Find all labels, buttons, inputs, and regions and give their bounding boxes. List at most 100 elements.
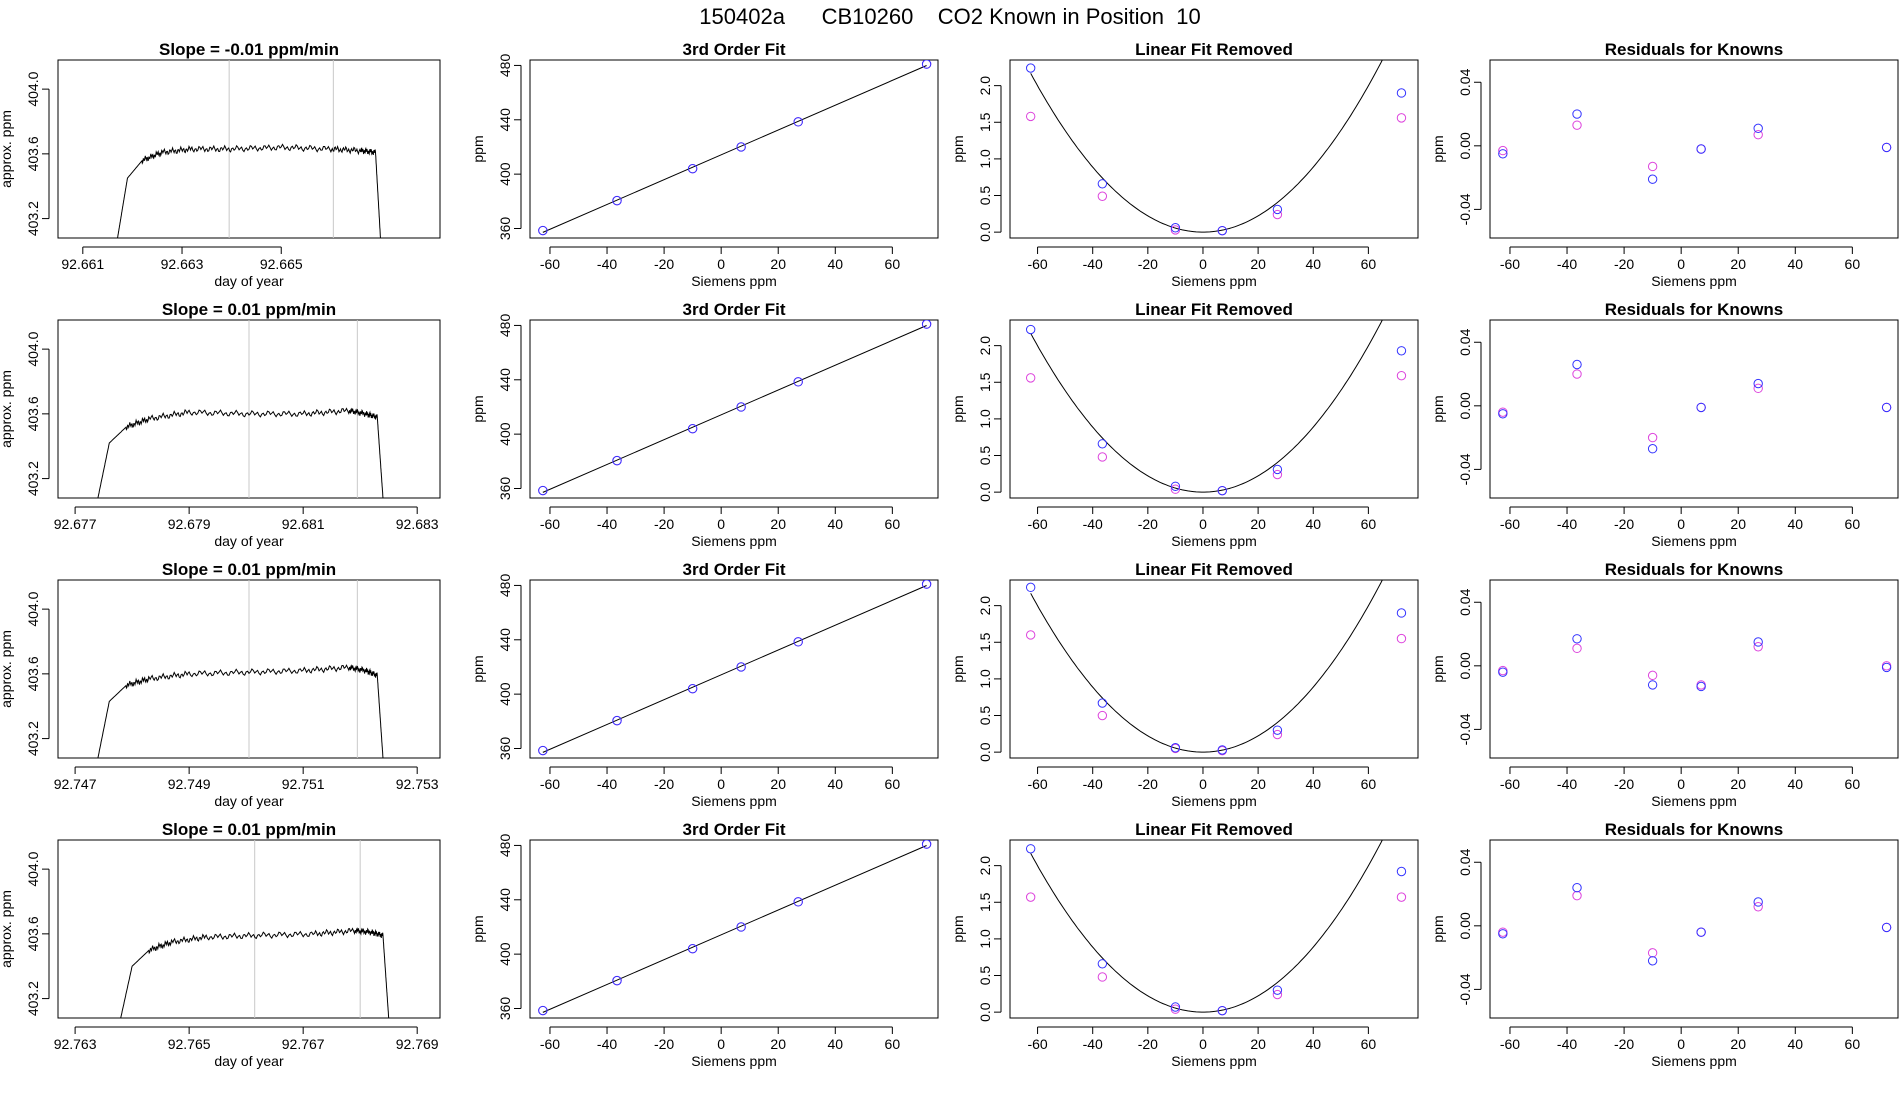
data-layer	[97, 580, 384, 758]
data-point	[1647, 956, 1658, 966]
data-point	[1097, 439, 1108, 449]
data-point	[1097, 191, 1108, 201]
x-tick-label: -20	[1138, 516, 1158, 532]
y-tick-label: 0.0	[977, 482, 993, 502]
x-tick-label: -60	[540, 1036, 560, 1052]
x-tick-label: 40	[1787, 776, 1803, 792]
data-point	[1753, 902, 1763, 912]
plot-frame	[529, 59, 939, 239]
panel-title: Residuals for Knowns	[1605, 300, 1784, 319]
x-axis-label: Siemens ppm	[691, 273, 777, 289]
x-tick-label: 60	[1845, 776, 1861, 792]
y-tick-label: 360	[497, 477, 513, 501]
y-tick-label: -0.04	[1457, 453, 1473, 485]
data-point	[1097, 698, 1108, 708]
fit-line	[542, 325, 927, 493]
y-tick-label: 403.6	[25, 916, 41, 951]
x-tick-label: 92.683	[396, 516, 439, 532]
data-point	[1272, 729, 1283, 740]
data-point	[1272, 989, 1283, 1000]
y-axis-label: ppm	[1430, 655, 1446, 682]
x-axis-label: Siemens ppm	[1651, 273, 1737, 289]
x-tick-label: 0	[717, 776, 725, 792]
data-point	[1753, 637, 1763, 647]
approx-ppm-trace	[97, 407, 384, 498]
data-point	[1396, 608, 1407, 618]
x-tick-label: 40	[827, 1036, 843, 1052]
x-axis-label: Siemens ppm	[1651, 1053, 1737, 1069]
x-axis-label: day of year	[214, 1053, 284, 1069]
y-tick-label: 360	[497, 737, 513, 761]
y-axis-label: approx. ppm	[0, 370, 14, 448]
data-point	[1217, 1005, 1227, 1016]
x-tick-label: -20	[1138, 776, 1158, 792]
x-tick-label: -20	[1614, 776, 1634, 792]
panel-title: Slope = 0.01 ppm/min	[162, 560, 336, 579]
data-point	[538, 225, 548, 236]
x-tick-label: 0	[717, 1036, 725, 1052]
y-tick-label: 403.2	[25, 981, 41, 1016]
plot-frame	[1489, 59, 1899, 239]
panel-title: Slope = -0.01 ppm/min	[159, 40, 339, 59]
data-point	[1647, 444, 1658, 454]
x-tick-label: 92.661	[61, 256, 104, 272]
fit-line	[542, 585, 927, 753]
panel-2-4: Residuals for Knowns -60 -40 -20 0 20 40 60 Siem…	[1430, 300, 1899, 549]
data-point	[1498, 667, 1508, 677]
panel-title: Linear Fit Removed	[1135, 820, 1293, 839]
panel-1-2: 3rd Order Fit -60 -40 -20 0 20 40 60 Siemens ppm…	[470, 40, 939, 289]
plot-frame	[529, 579, 939, 759]
y-tick-label: 0.04	[1457, 848, 1473, 875]
y-tick-label: 403.2	[25, 461, 41, 496]
data-point	[1025, 892, 1036, 902]
data-point	[1097, 179, 1108, 189]
x-tick-label: 20	[1250, 1036, 1266, 1052]
x-tick-label: 92.763	[54, 1036, 97, 1052]
data-layer	[1498, 359, 1892, 454]
x-tick-label: -60	[1500, 256, 1520, 272]
x-tick-label: -40	[1557, 1036, 1577, 1052]
y-tick-label: 2.0	[977, 856, 993, 876]
y-axis-label: approx. ppm	[0, 890, 14, 968]
y-tick-label: 1.0	[977, 149, 993, 169]
approx-ppm-trace	[97, 664, 384, 758]
y-tick-label: -0.04	[1457, 193, 1473, 225]
panel-2-3: Linear Fit Removed -60 -40 -20 0 20 40 60 Siemen…	[950, 300, 1419, 549]
x-tick-label: -60	[540, 776, 560, 792]
panel-4-3: Linear Fit Removed -60 -40 -20 0 20 40 60 Siemen…	[950, 820, 1419, 1069]
x-tick-label: -40	[1083, 516, 1103, 532]
data-point	[1881, 662, 1892, 673]
approx-ppm-trace	[120, 927, 390, 1018]
panel-title: Linear Fit Removed	[1135, 300, 1293, 319]
panel-4-4: Residuals for Knowns -60 -40 -20 0 20 40 60 Siem…	[1430, 820, 1899, 1069]
data-point	[1498, 145, 1508, 156]
y-axis-label: ppm	[950, 915, 966, 942]
data-point	[793, 637, 803, 647]
x-axis-label: Siemens ppm	[691, 533, 777, 549]
x-tick-label: 20	[1250, 256, 1266, 272]
panel-title: 3rd Order Fit	[683, 560, 786, 579]
data-point	[538, 485, 548, 496]
x-axis-label: Siemens ppm	[1651, 793, 1737, 809]
x-tick-label: 0	[717, 516, 725, 532]
panel-1-4: Residuals for Knowns -60 -40 -20 0 20 40 60 Siem…	[1430, 40, 1899, 289]
y-tick-label: 2.0	[977, 596, 993, 616]
x-tick-label: 92.663	[161, 256, 204, 272]
x-axis-label: day of year	[214, 533, 284, 549]
y-tick-label: 440	[497, 888, 513, 912]
y-tick-label: 1.0	[977, 929, 993, 949]
data-layer	[538, 320, 932, 496]
x-tick-label: -20	[654, 776, 674, 792]
data-layer	[1498, 109, 1892, 184]
x-tick-label: 20	[770, 256, 786, 272]
x-axis-label: Siemens ppm	[1651, 533, 1737, 549]
data-layer	[120, 840, 390, 1018]
y-axis-label: approx. ppm	[0, 630, 14, 708]
x-tick-label: 0	[1199, 516, 1207, 532]
panel-title: Slope = 0.01 ppm/min	[162, 300, 336, 319]
data-point	[1572, 882, 1582, 893]
y-tick-label: 403.6	[25, 136, 41, 171]
x-tick-label: 20	[770, 1036, 786, 1052]
data-point	[1696, 402, 1706, 413]
data-point	[1881, 142, 1892, 153]
